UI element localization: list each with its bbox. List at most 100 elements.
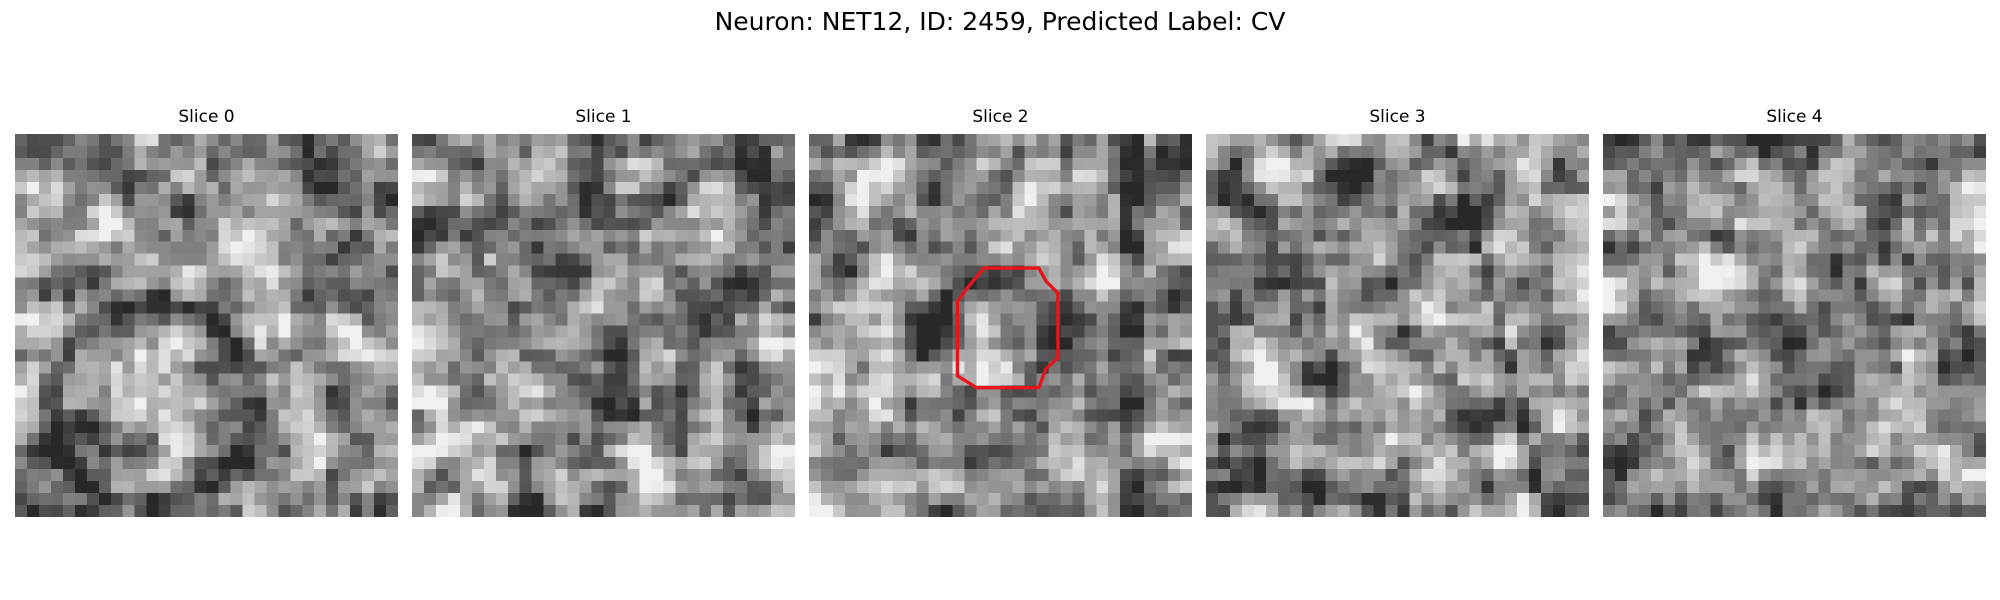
pixel [1722, 181, 1735, 195]
pixel [1686, 193, 1699, 207]
pixel [675, 349, 688, 362]
pixel [1818, 397, 1831, 410]
pixel [1517, 193, 1530, 207]
pixel [326, 134, 339, 147]
segmentation-outline [955, 266, 1060, 390]
pixel [1902, 325, 1915, 338]
pixel [471, 301, 485, 314]
pixel [1686, 205, 1699, 219]
pixel [1313, 505, 1326, 517]
pixel [146, 373, 159, 386]
pixel [988, 205, 1001, 219]
pixel [182, 277, 195, 290]
pixel [1770, 349, 1783, 362]
pixel [627, 217, 640, 230]
pixel [1902, 181, 1915, 195]
pixel [1674, 265, 1688, 278]
pixel [1962, 241, 1975, 254]
pixel [1710, 217, 1723, 230]
pixel [809, 301, 822, 314]
pixel [1072, 313, 1085, 326]
pixel [1206, 289, 1219, 302]
pixel [1361, 445, 1374, 458]
pixel [38, 385, 52, 398]
pixel [1638, 361, 1652, 374]
pixel [1770, 289, 1783, 302]
pixel [1385, 493, 1398, 506]
pixel [1854, 373, 1867, 386]
pixel [1926, 134, 1939, 147]
pixel [555, 313, 568, 326]
pixel [1674, 349, 1688, 362]
pixel [1253, 457, 1267, 470]
pixel [1878, 253, 1891, 266]
pixel [158, 265, 171, 278]
pixel [338, 421, 351, 434]
pixel [1108, 337, 1121, 350]
pixel [1337, 241, 1350, 254]
pixel [218, 134, 231, 147]
pixel [567, 253, 580, 266]
pixel [1902, 433, 1915, 446]
pixel [868, 169, 882, 183]
pixel [735, 457, 748, 470]
pixel [507, 277, 520, 290]
pixel [1577, 265, 1589, 278]
pixel [254, 289, 267, 302]
pixel [1409, 313, 1422, 326]
pixel [266, 134, 279, 147]
pixel [1950, 349, 1963, 362]
pixel [26, 289, 40, 302]
pixel [1926, 241, 1939, 254]
pixel [735, 397, 748, 410]
pixel [1638, 265, 1652, 278]
pixel [1325, 469, 1338, 482]
panel-title: Slice 2 [972, 107, 1029, 127]
pixel [38, 169, 52, 183]
pixel [603, 361, 616, 374]
pixel [809, 505, 822, 517]
pixel [1108, 433, 1121, 446]
pixel [1650, 241, 1664, 254]
pixel [699, 397, 712, 410]
pixel [122, 421, 135, 434]
pixel [1974, 385, 1986, 398]
pixel [230, 457, 243, 470]
pixel [1313, 205, 1326, 219]
pixel [1457, 229, 1470, 242]
pixel [711, 229, 724, 242]
pixel [543, 373, 556, 386]
pixel [1325, 361, 1338, 374]
pixel [1505, 469, 1518, 482]
pixel [26, 433, 40, 446]
pixel [1445, 337, 1458, 350]
pixel [1481, 217, 1494, 230]
pixel [1301, 433, 1314, 446]
pixel [1914, 157, 1927, 171]
pixel [1734, 253, 1747, 266]
pixel [651, 134, 664, 147]
pixel [1120, 469, 1133, 482]
pixel [579, 337, 592, 350]
pixel [1421, 457, 1434, 470]
pixel [1277, 229, 1291, 242]
pixel [988, 241, 1001, 254]
pixel [1938, 337, 1951, 350]
pixel [675, 277, 688, 290]
pixel [1746, 349, 1759, 362]
pixel [15, 277, 28, 290]
pixel [386, 325, 398, 338]
pixel [495, 385, 508, 398]
pixel [675, 217, 688, 230]
pixel [675, 361, 688, 374]
pixel [1241, 445, 1255, 458]
pixel [15, 265, 28, 278]
pixel [1168, 445, 1181, 458]
pixel [1565, 445, 1578, 458]
pixel [531, 277, 544, 290]
pixel [1373, 145, 1386, 159]
pixel [1734, 337, 1747, 350]
pixel [1373, 397, 1386, 410]
pixel [495, 193, 508, 207]
pixel [1120, 361, 1133, 374]
